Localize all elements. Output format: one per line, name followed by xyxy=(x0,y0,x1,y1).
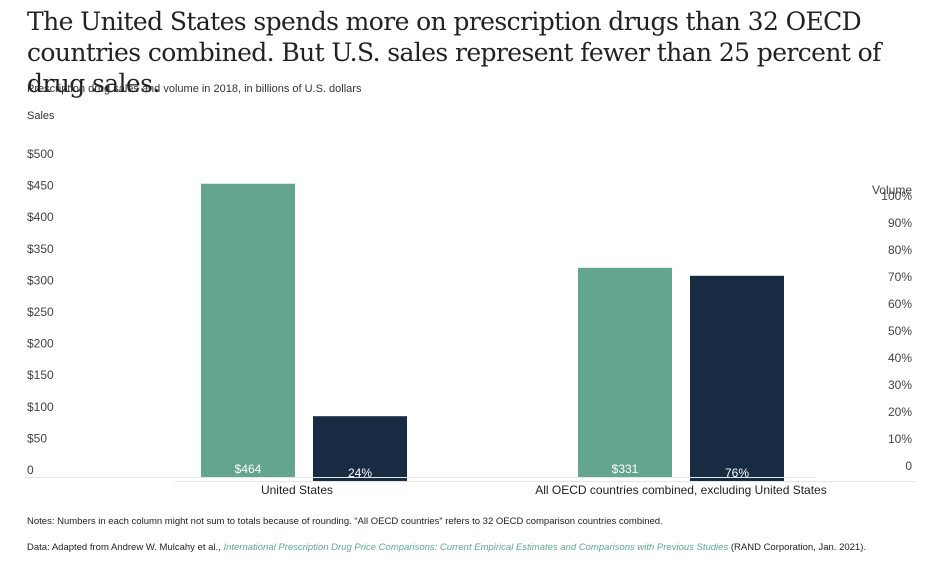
bar-value-label: 76% xyxy=(725,466,749,480)
y-axis-ticks: 0 $50 $100 $150 $200 $250 $300 $350 $400 $450 $500 xyxy=(27,147,54,477)
bar-volume xyxy=(690,275,784,481)
y-tick-label: $350 xyxy=(27,242,54,256)
y2-tick-label: 40% xyxy=(888,351,912,365)
source-suffix: (RAND Corporation, Jan. 2021). xyxy=(728,542,867,553)
chart-notes: Notes: Numbers in each column might not … xyxy=(27,516,663,527)
y-tick-label: $400 xyxy=(27,210,54,224)
bar-value-label: 24% xyxy=(348,466,372,480)
y-tick-label: $50 xyxy=(27,431,47,445)
y2-tick-label: 10% xyxy=(888,432,912,446)
y2-axis-title: Volume xyxy=(871,183,912,197)
category-label: United States xyxy=(261,483,333,497)
source-link[interactable]: International Prescription Drug Price Co… xyxy=(223,542,729,553)
bar-value-label: $464 xyxy=(235,462,262,476)
y2-tick-label: 50% xyxy=(888,324,912,338)
y2-tick-label: 0 xyxy=(905,459,912,473)
category-label: All OECD countries combined, excluding U… xyxy=(535,483,826,497)
y-axis-title: Sales xyxy=(27,110,55,122)
category-labels: United States All OECD countries combined… xyxy=(261,483,827,497)
bar-sales xyxy=(201,183,295,477)
y2-tick-label: 100% xyxy=(881,189,912,203)
y2-tick-label: 60% xyxy=(888,297,912,311)
y-tick-label: $500 xyxy=(27,147,54,161)
y2-tick-label: 30% xyxy=(888,378,912,392)
bars: $464 24% $331 76% xyxy=(201,183,784,481)
y2-tick-label: 20% xyxy=(888,405,912,419)
y-tick-label: $150 xyxy=(27,368,54,382)
chart-subtitle: Prescription drug sales and volume in 20… xyxy=(27,83,362,95)
bar-value-label: $331 xyxy=(612,462,639,476)
y2-tick-label: 90% xyxy=(888,216,912,230)
y2-tick-label: 70% xyxy=(888,270,912,284)
y-tick-label: $450 xyxy=(27,179,54,193)
y-tick-label: 0 xyxy=(27,463,34,477)
y-tick-label: $100 xyxy=(27,400,54,414)
y-tick-label: $200 xyxy=(27,337,54,351)
y-tick-label: $300 xyxy=(27,273,54,287)
source-prefix: Data: Adapted from Andrew W. Mulcahy et … xyxy=(27,542,224,553)
y2-axis-ticks: 0 10% 20% 30% 40% 50% 60% 70% 80% 90% 100% xyxy=(881,189,912,473)
chart-source: Data: Adapted from Andrew W. Mulcahy et … xyxy=(27,542,912,554)
y2-tick-label: 80% xyxy=(888,243,912,257)
bar-volume xyxy=(313,416,407,481)
y-tick-label: $250 xyxy=(27,305,54,319)
bar-sales xyxy=(578,267,672,477)
chart-title: The United States spends more on prescri… xyxy=(27,7,881,98)
